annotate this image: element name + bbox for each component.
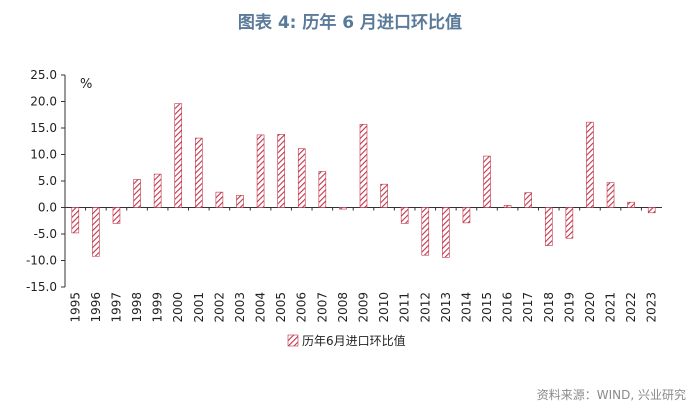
bar-2010	[380, 183, 388, 208]
bar-2011	[400, 207, 409, 224]
bar-2022	[627, 201, 635, 208]
source-note: 资料来源：WIND, 兴业研究	[536, 388, 686, 402]
x-tick-label: 2011	[398, 292, 412, 323]
y-tick-label: 0.0	[38, 201, 57, 215]
bar-2012	[421, 207, 430, 256]
bar-2021	[606, 182, 615, 208]
bar-2015	[483, 155, 491, 208]
x-tick-label: 2008	[336, 292, 350, 323]
bar-2013	[442, 207, 450, 258]
x-tick-label: 2001	[192, 292, 206, 323]
x-tick-label: 2007	[315, 292, 329, 323]
x-tick-label: 2015	[480, 292, 494, 323]
bar-2019	[565, 207, 574, 239]
bar-2007	[318, 171, 327, 208]
tick-labels: 25.0 20.0 15.0 10.0 5.0 0.0 -5.0 -10.0 -15.0 1995…	[26, 68, 659, 323]
x-tick-label: 1997	[109, 292, 123, 323]
bar-2004	[256, 134, 265, 208]
x-tick-label: 2021	[604, 292, 618, 323]
bar-2002	[215, 191, 224, 208]
bar-2000	[174, 103, 183, 208]
legend-label: 历年6月进口环比值	[302, 333, 406, 348]
bar-2020	[586, 121, 594, 208]
bar-2005	[277, 134, 285, 208]
y-tick-label: 5.0	[38, 174, 57, 188]
x-tick-label: 2018	[542, 292, 556, 323]
bar-2018	[544, 207, 553, 246]
y-tick-label: -10.0	[26, 254, 57, 268]
bar-2001	[195, 137, 203, 208]
x-tick-label: 2016	[501, 292, 515, 323]
bar-2006	[297, 148, 306, 208]
x-tick-label: 2019	[562, 292, 576, 323]
y-tick-label: 25.0	[30, 68, 57, 82]
x-tick-label: 2013	[439, 292, 453, 323]
bar-1999	[153, 173, 162, 208]
bars	[71, 103, 656, 258]
x-tick-label: 2000	[171, 292, 185, 323]
bar-2003	[236, 195, 244, 208]
bar-2009	[359, 123, 368, 208]
bar-2016	[503, 205, 512, 208]
y-unit-label: %	[80, 77, 92, 92]
y-tick-label: -15.0	[26, 280, 57, 294]
bar-2008	[339, 207, 347, 210]
chart-title: 图表 4: 历年 6 月进口环比值	[237, 13, 463, 33]
x-tick-label: 2002	[212, 292, 226, 323]
x-tick-label: 2006	[295, 292, 309, 323]
x-tick-label: 2020	[583, 292, 597, 323]
legend: 历年6月进口环比值	[287, 333, 406, 348]
bar-1995	[71, 207, 80, 234]
x-tick-label: 2012	[418, 292, 432, 323]
x-tick-label: 2004	[254, 292, 268, 323]
x-tick-label: 1999	[151, 292, 165, 323]
x-tick-label: 2010	[377, 292, 391, 323]
x-tick-label: 2003	[233, 292, 247, 323]
x-tick-label: 2022	[624, 292, 638, 323]
y-tick-label: 20.0	[30, 95, 57, 109]
bar-1996	[92, 207, 100, 257]
bar-1997	[112, 207, 121, 224]
bar-1998	[133, 179, 141, 208]
legend-swatch	[287, 334, 299, 347]
x-tick-label: 2009	[357, 292, 371, 323]
x-tick-label: 1996	[89, 292, 103, 323]
x-tick-label: 2023	[645, 292, 659, 323]
bar-2017	[524, 192, 532, 208]
bar-2023	[647, 207, 656, 214]
y-tick-label: 15.0	[30, 121, 57, 135]
x-tick-label: 1998	[130, 292, 144, 323]
y-tick-label: 10.0	[30, 148, 57, 162]
x-tick-label: 2005	[274, 292, 288, 323]
bar-2014	[462, 207, 471, 224]
x-tick-label: 2014	[459, 292, 473, 323]
y-tick-label: -5.0	[34, 227, 57, 241]
x-tick-label: 2017	[521, 292, 535, 323]
x-tick-label: 1995	[68, 292, 82, 323]
